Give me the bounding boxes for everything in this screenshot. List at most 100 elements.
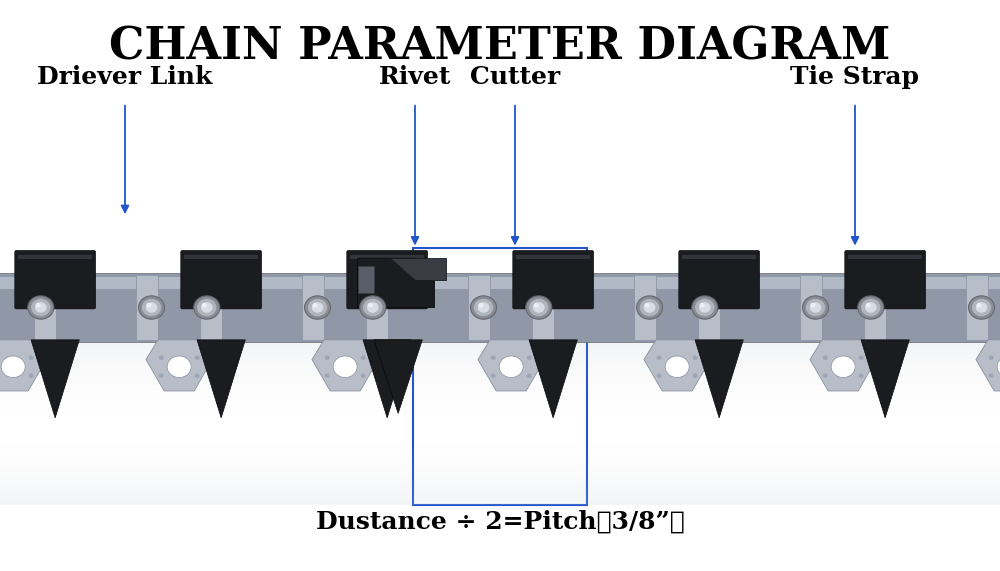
Circle shape: [325, 356, 330, 360]
Bar: [0, 443, 1000, 444]
Bar: [0, 389, 1000, 391]
Bar: [0, 442, 1000, 443]
Circle shape: [637, 296, 663, 319]
Circle shape: [700, 303, 705, 308]
Bar: [0, 397, 1000, 399]
Bar: [0, 482, 1000, 483]
Polygon shape: [146, 340, 212, 391]
Text: Tie Strap: Tie Strap: [790, 65, 920, 89]
Circle shape: [989, 373, 994, 378]
Polygon shape: [0, 340, 46, 391]
Bar: [0, 408, 1000, 409]
Bar: [0, 441, 1000, 442]
Bar: [0, 349, 1000, 350]
Bar: [0, 405, 1000, 407]
Bar: [0, 456, 1000, 457]
Bar: [0, 409, 1000, 411]
Bar: [0, 497, 1000, 498]
Circle shape: [367, 302, 379, 313]
Bar: [0, 479, 1000, 480]
Bar: [0, 489, 1000, 490]
Circle shape: [305, 296, 331, 319]
FancyBboxPatch shape: [513, 251, 594, 309]
Bar: [0, 469, 1000, 470]
Bar: [0, 470, 1000, 471]
Bar: [0, 465, 1000, 466]
Bar: [0, 353, 1000, 354]
Circle shape: [361, 373, 366, 378]
Bar: [136, 275, 158, 340]
Bar: [0, 387, 1000, 388]
Text: Cutter: Cutter: [470, 65, 560, 89]
Bar: [0, 476, 1000, 477]
Bar: [0, 350, 1000, 352]
Bar: [200, 275, 222, 340]
FancyBboxPatch shape: [347, 251, 428, 309]
Circle shape: [146, 303, 152, 308]
Bar: [0, 449, 1000, 450]
Polygon shape: [312, 340, 378, 391]
Bar: [864, 275, 886, 340]
Bar: [0, 450, 1000, 451]
Polygon shape: [478, 340, 544, 391]
Bar: [0, 362, 1000, 364]
Circle shape: [699, 302, 711, 313]
Bar: [0, 356, 1000, 357]
Bar: [848, 255, 922, 259]
Text: CHAIN PARAMETER DIAGRAM: CHAIN PARAMETER DIAGRAM: [109, 26, 891, 69]
Circle shape: [31, 299, 51, 316]
Bar: [0, 496, 1000, 497]
Circle shape: [644, 303, 650, 308]
Bar: [698, 275, 720, 340]
Bar: [0, 381, 1000, 383]
Polygon shape: [374, 340, 422, 413]
Bar: [0, 448, 1000, 449]
Circle shape: [201, 302, 213, 313]
Bar: [0, 346, 1000, 347]
Circle shape: [989, 356, 994, 360]
Bar: [0, 347, 1000, 349]
Bar: [0, 500, 1000, 501]
Bar: [0, 388, 1000, 389]
Bar: [0, 458, 1000, 459]
Bar: [0, 440, 1000, 441]
Circle shape: [665, 356, 689, 377]
Bar: [0, 377, 1000, 379]
Bar: [0, 345, 1000, 346]
Bar: [0, 485, 1000, 486]
Bar: [0, 499, 1000, 500]
Bar: [0, 277, 1000, 289]
Bar: [0, 393, 1000, 395]
Bar: [0, 412, 1000, 413]
FancyBboxPatch shape: [15, 251, 96, 309]
Circle shape: [146, 302, 157, 313]
Polygon shape: [358, 258, 434, 308]
Circle shape: [527, 373, 532, 378]
Circle shape: [858, 296, 884, 319]
Bar: [0, 365, 1000, 367]
Bar: [0, 461, 1000, 462]
Circle shape: [997, 356, 1000, 377]
Bar: [0, 384, 1000, 385]
Circle shape: [831, 356, 855, 377]
Bar: [0, 471, 1000, 472]
Bar: [0, 462, 1000, 463]
Polygon shape: [810, 340, 876, 391]
Circle shape: [202, 303, 207, 308]
Bar: [0, 411, 1000, 412]
Bar: [0, 343, 1000, 345]
Bar: [0, 488, 1000, 489]
Bar: [0, 446, 1000, 447]
Bar: [0, 371, 1000, 372]
Bar: [0, 413, 1000, 415]
Bar: [0, 504, 1000, 505]
Circle shape: [810, 302, 821, 313]
Circle shape: [976, 302, 987, 313]
Bar: [0, 274, 1000, 341]
Bar: [0, 423, 1000, 424]
Bar: [0, 466, 1000, 467]
Circle shape: [972, 299, 991, 316]
Circle shape: [361, 356, 366, 360]
Circle shape: [810, 303, 816, 308]
Circle shape: [36, 303, 41, 308]
